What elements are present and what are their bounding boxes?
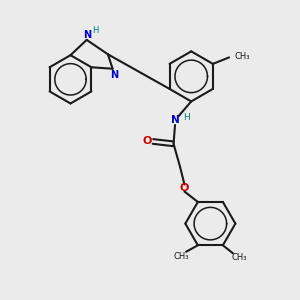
Text: O: O bbox=[180, 183, 189, 193]
Text: N: N bbox=[110, 70, 118, 80]
Text: CH₃: CH₃ bbox=[234, 52, 250, 61]
Text: N: N bbox=[82, 30, 91, 40]
Text: CH₃: CH₃ bbox=[231, 254, 247, 262]
Text: H: H bbox=[92, 26, 99, 35]
Text: O: O bbox=[143, 136, 152, 146]
Text: N: N bbox=[171, 115, 179, 125]
Text: CH₃: CH₃ bbox=[173, 252, 188, 261]
Text: H: H bbox=[183, 113, 190, 122]
